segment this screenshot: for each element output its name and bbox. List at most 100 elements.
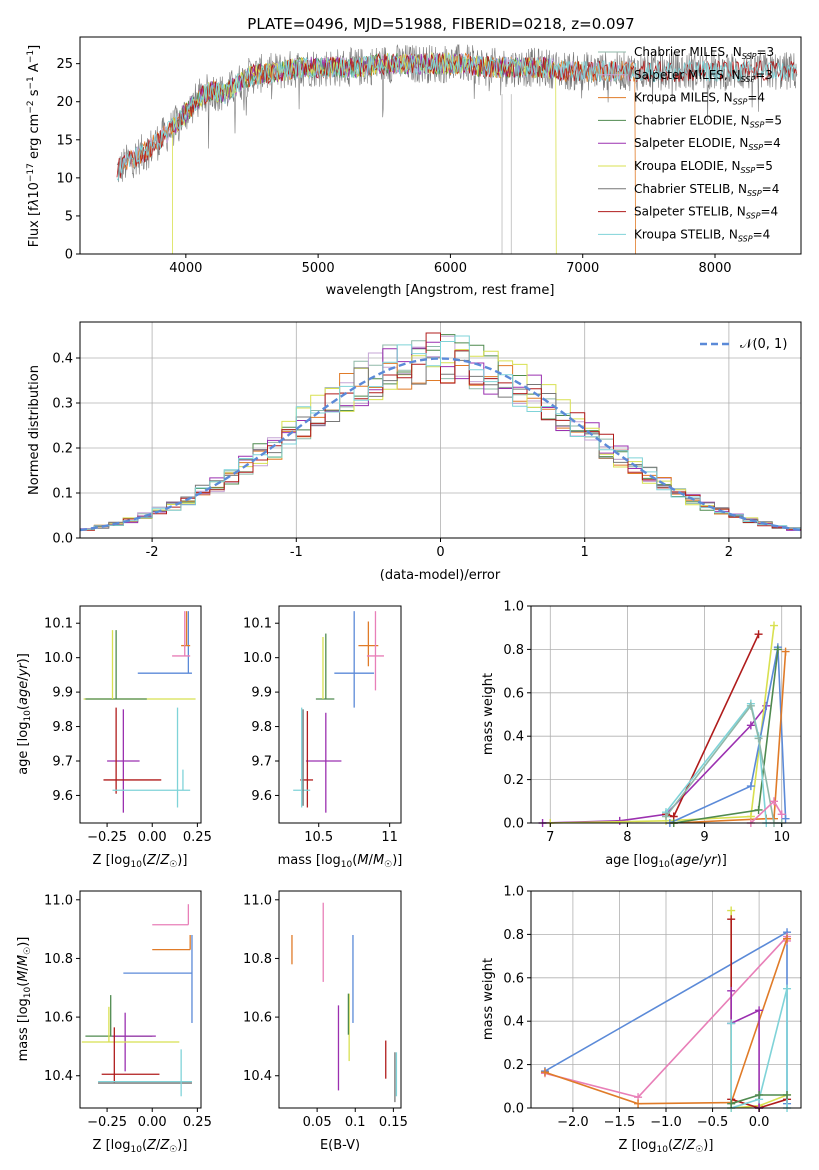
- x-tick-label: 11: [381, 830, 398, 845]
- y-tick-label: 1.0: [503, 885, 524, 900]
- x-tick-label: 0.00: [138, 1115, 167, 1130]
- y-tick-label: 20: [56, 95, 73, 110]
- x-tick-label: -2: [146, 545, 159, 560]
- y-tick-label: 9.6: [52, 789, 73, 804]
- weight-line: [550, 625, 775, 824]
- weight-marker: [727, 1099, 736, 1108]
- residual-y-ticks: 0.0 0.1 0.2 0.3 0.4: [52, 352, 80, 547]
- spectrum-y-ticks: 0 5 10 15 20 25: [56, 57, 80, 263]
- weight-marker: [746, 701, 755, 710]
- y-tick-label: 0.2: [503, 1058, 524, 1073]
- y-tick-label: 0: [65, 248, 73, 263]
- y-tick-label: 0.0: [52, 532, 73, 547]
- x-tick-label: 0.15: [379, 1115, 408, 1130]
- weight-marker: [783, 984, 792, 993]
- weight-marker: [727, 986, 736, 995]
- weight-vs-age-y-label: mass weight: [481, 673, 496, 755]
- weight-marker: [755, 1006, 764, 1015]
- y-tick-label: 9.9: [251, 686, 272, 701]
- weight-vs-age-y-ticks: 0.0 0.2 0.4 0.6 0.8 1.0: [503, 600, 531, 832]
- x-tick-label: 0.0: [749, 1115, 770, 1130]
- y-tick-label: 9.8: [251, 720, 272, 735]
- y-tick-label: 10.1: [44, 617, 73, 632]
- y-tick-label: 9.7: [251, 755, 272, 770]
- mass-vs-z-errorbars: [81, 904, 193, 1097]
- y-tick-label: 10.6: [44, 1011, 73, 1026]
- weight-line: [730, 990, 760, 1108]
- y-tick-label: 0.4: [503, 1015, 524, 1030]
- y-tick-label: 15: [56, 133, 73, 148]
- x-tick-label: 2: [725, 545, 733, 560]
- normal-legend-label: 𝒩(0, 1): [740, 337, 787, 352]
- weight-marker: [634, 1099, 643, 1108]
- age-vs-z-y-label: age [log10(age/yr)]: [16, 653, 33, 775]
- mass-vs-ebv-x-label: E(B-V): [320, 1138, 360, 1153]
- y-tick-label: 10.8: [44, 952, 73, 967]
- weight-marker: [754, 805, 763, 814]
- age-vs-mass-x-ticks: 10.5 11: [304, 823, 398, 845]
- x-tick-label: 0.25: [183, 830, 212, 845]
- weight-vs-age-frame: [530, 605, 802, 824]
- legend-label: Salpeter MILES, NSSP=3: [634, 68, 773, 84]
- weight-line: [669, 647, 787, 824]
- y-tick-label: 9.7: [52, 755, 73, 770]
- x-tick-label: 0.25: [183, 1115, 212, 1130]
- y-tick-label: 0.8: [503, 643, 524, 658]
- residual-x-label: (data-model)/error: [380, 568, 501, 583]
- y-tick-label: 0.6: [503, 971, 524, 986]
- spectrum-series-line: [116, 52, 797, 181]
- weight-marker: [783, 934, 792, 943]
- x-tick-label: −2.0: [557, 1115, 589, 1130]
- x-tick-label: 6000: [434, 261, 467, 276]
- x-tick-label: 0: [436, 545, 444, 560]
- y-tick-label: 0.2: [503, 773, 524, 788]
- weight-vs-z-panel: −2.0 −1.5 −1.0 −0.5 0.0 0.0 0.2 0.4 0.6 0.8 1.0 Z…: [481, 885, 802, 1155]
- weight-marker: [755, 1090, 764, 1099]
- x-tick-label: 0.05: [303, 1115, 332, 1130]
- x-tick-label: −0.25: [87, 1115, 127, 1130]
- x-tick-label: 10: [773, 830, 790, 845]
- y-tick-label: 10: [56, 171, 73, 186]
- y-tick-label: 10.4: [243, 1069, 272, 1084]
- legend-label: Chabrier STELIB, NSSP=4: [634, 182, 779, 198]
- residual-y-label: Normed distribution: [27, 365, 42, 495]
- weight-vs-age-panel: 7 8 9 10 0.0 0.2 0.4 0.6 0.8 1.0 age [log10(age/…: [481, 600, 802, 870]
- x-tick-label: 4000: [169, 261, 202, 276]
- age-vs-z-frame: [79, 605, 202, 824]
- x-tick-label: 7000: [566, 261, 599, 276]
- weight-vs-age-x-ticks: 7 8 9 10: [546, 823, 790, 845]
- weight-marker: [773, 645, 782, 654]
- y-tick-label: 10.4: [44, 1069, 73, 1084]
- legend-label: Salpeter STELIB, NSSP=4: [634, 205, 778, 221]
- y-tick-label: 11.0: [243, 893, 272, 908]
- x-tick-label: 8: [623, 830, 631, 845]
- x-tick-label: 9: [700, 830, 708, 845]
- x-tick-label: −1.5: [604, 1115, 636, 1130]
- mass-vs-z-x-ticks: −0.25 0.00 0.25: [87, 1108, 212, 1130]
- weight-marker: [770, 797, 778, 806]
- y-tick-label: 11.0: [44, 893, 73, 908]
- legend-label: Kroupa ELODIE, NSSP=5: [634, 159, 773, 175]
- x-tick-label: 7: [546, 830, 554, 845]
- weight-marker: [781, 647, 790, 656]
- weight-marker: [727, 1019, 736, 1028]
- weight-marker: [746, 782, 755, 791]
- x-tick-label: 0.00: [138, 830, 167, 845]
- spectrum-frame: [79, 36, 802, 255]
- x-tick-label: −0.25: [87, 830, 127, 845]
- mass-vs-ebv-errorbars: [291, 902, 398, 1103]
- figure-title: PLATE=0496, MJD=51988, FIBERID=0218, z=0…: [247, 15, 634, 33]
- x-tick-label: 5000: [302, 261, 335, 276]
- y-tick-label: 9.9: [52, 686, 73, 701]
- weight-marker: [754, 630, 763, 639]
- x-tick-label: -1: [290, 545, 303, 560]
- legend-label: Chabrier MILES, NSSP=3: [634, 45, 774, 61]
- mass-vs-z-x-label: Z [log10(Z/Z☉)]: [93, 1138, 188, 1155]
- age-vs-z-x-ticks: −0.25 0.00 0.25: [87, 823, 212, 845]
- spectrum-legend: Chabrier MILES, NSSP=3 Salpeter MILES, NS…: [598, 45, 782, 243]
- age-vs-mass-errorbars: [293, 611, 384, 813]
- mass-vs-z-y-label: mass [log10(M/M☉)]: [16, 937, 33, 1062]
- y-tick-label: 10.1: [243, 617, 272, 632]
- weight-vs-z-x-ticks: −2.0 −1.5 −1.0 −0.5 0.0: [557, 1108, 769, 1130]
